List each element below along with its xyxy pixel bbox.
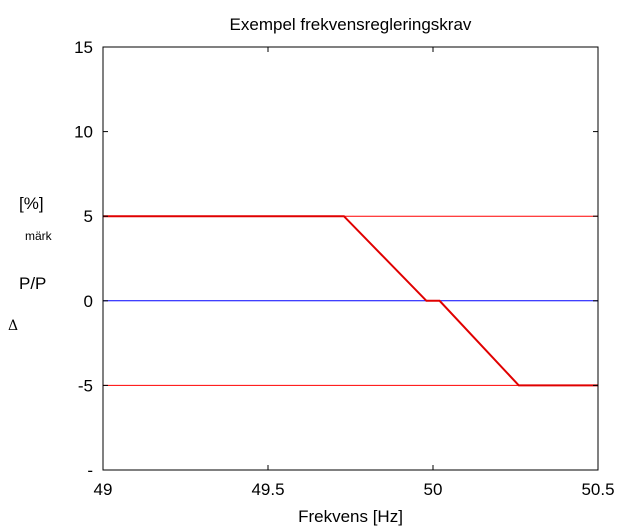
x-tick-label: 50.5 xyxy=(581,480,614,499)
x-tick-label: 50 xyxy=(424,480,443,499)
chart-title: Exempel frekvensregleringskrav xyxy=(230,15,472,34)
x-tick-label: 49.5 xyxy=(251,480,284,499)
y-axis-label-ratio: P/P xyxy=(19,274,46,293)
y-tick-label: 0 xyxy=(84,292,93,311)
y-tick-label: 15 xyxy=(74,38,93,57)
y-tick-label: -5 xyxy=(78,376,93,395)
series-line-3 xyxy=(103,215,598,387)
series-layer xyxy=(103,215,598,387)
x-axis-label: Frekvens [Hz] xyxy=(298,507,403,526)
y-tick-label: 10 xyxy=(74,123,93,142)
y-axis-label-percent: [%] xyxy=(19,194,44,213)
y-axis-label-delta: Δ xyxy=(8,318,18,334)
y-axis-label-subscript: märk xyxy=(25,229,53,243)
y-tick-label: 5 xyxy=(84,207,93,226)
y-tick-label: - xyxy=(87,461,93,480)
x-tick-label: 49 xyxy=(94,480,113,499)
plot-frame xyxy=(102,46,599,471)
tick-layer: 49 49.5 50 50.5 - -5 0 5 10 15 xyxy=(74,38,614,499)
